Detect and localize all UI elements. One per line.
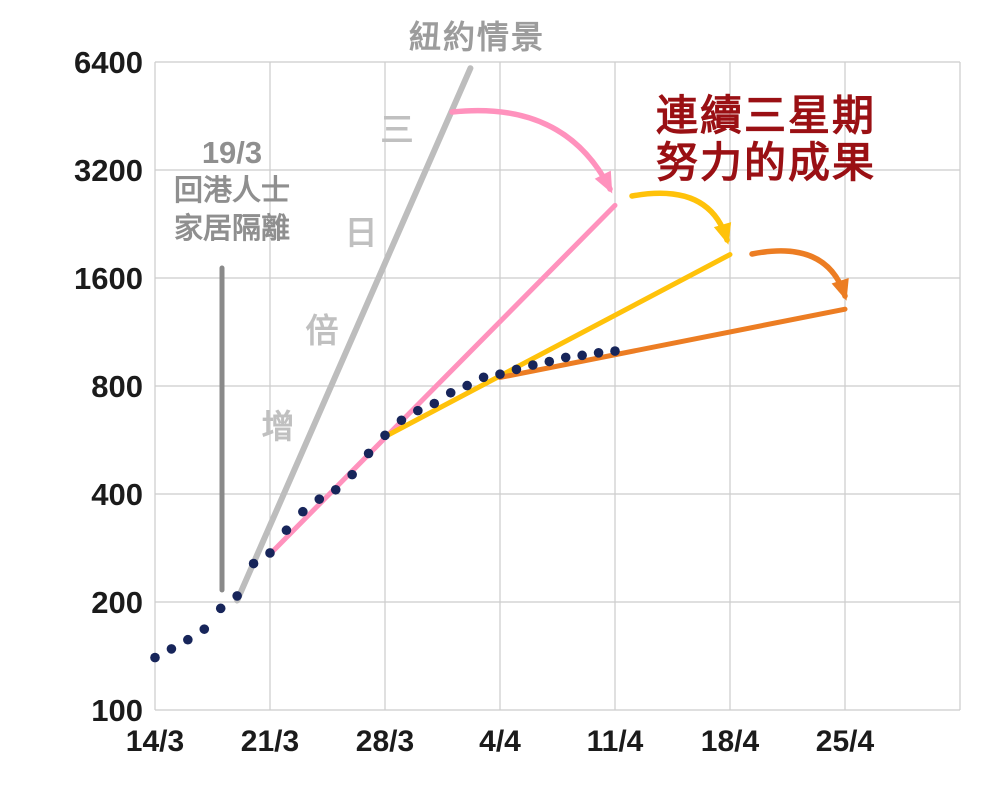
y-tick-label: 3200	[74, 153, 143, 188]
y-axis-labels: 100 200 400 800 1600 3200 6400	[74, 45, 143, 728]
ny-line-label-char: 日	[345, 214, 378, 251]
x-axis-labels: 14/3 21/3 28/3 4/4 11/4 18/4 25/4	[126, 725, 875, 758]
data-dot	[380, 430, 390, 441]
data-dot	[610, 346, 620, 356]
week2-arrow	[629, 190, 732, 245]
confirmed-cases-dots	[150, 346, 620, 663]
data-dot	[347, 469, 357, 480]
week3-arrow	[749, 248, 849, 301]
quarantine-text-line-2: 家居隔離	[173, 213, 291, 245]
data-dot	[363, 448, 374, 459]
result-line-1: 連續三星期	[656, 92, 877, 139]
x-tick-label: 25/4	[816, 725, 875, 758]
data-dot	[298, 506, 308, 517]
ny-line-label-char: 增	[262, 408, 295, 445]
y-tick-label: 1600	[74, 261, 143, 296]
result-annotation: 連續三星期 努力的成果	[656, 92, 876, 186]
x-tick-label: 4/4	[479, 725, 521, 758]
x-tick-label: 11/4	[587, 725, 644, 758]
ny-scenario-3-day-doubling-line	[234, 65, 474, 604]
data-dot	[495, 369, 505, 379]
grid	[154, 61, 961, 711]
data-dot	[445, 387, 456, 398]
week-1-trend-line	[267, 202, 618, 557]
x-tick-label: 28/3	[356, 725, 414, 758]
data-dot	[248, 558, 259, 569]
data-dot	[215, 603, 226, 614]
week-2-trend-line	[382, 252, 733, 440]
data-dot	[183, 634, 193, 645]
result-line-2: 努力的成果	[656, 139, 877, 186]
data-dot	[544, 356, 555, 367]
data-dot	[528, 360, 538, 370]
data-dot	[265, 548, 275, 558]
data-dot	[330, 484, 341, 495]
data-dot	[577, 350, 587, 361]
ny-line-label-char: 倍	[306, 312, 339, 349]
ny-line-label-char: 三	[381, 111, 414, 148]
x-tick-label: 21/3	[241, 725, 299, 758]
data-dot	[281, 525, 292, 536]
week-3-trend-line	[497, 306, 848, 380]
y-tick-label: 6400	[74, 45, 143, 80]
data-dot	[478, 372, 489, 383]
quarantine-annotation: 19/3 回港人士 家居隔離	[174, 134, 290, 248]
x-tick-label: 14/3	[126, 725, 184, 758]
data-dot	[199, 624, 210, 634]
chart-title: 紐約情景	[408, 19, 546, 55]
week1-arrow	[449, 107, 613, 194]
data-dot	[593, 347, 604, 358]
x-tick-label: 18/4	[701, 725, 760, 758]
data-dot	[232, 591, 242, 601]
data-dot	[462, 380, 472, 391]
data-dot	[560, 352, 571, 363]
quarantine-date: 19/3	[201, 135, 263, 170]
data-dot	[413, 405, 423, 416]
data-dot	[150, 652, 160, 663]
y-tick-label: 800	[91, 369, 143, 404]
y-tick-label: 400	[91, 477, 143, 512]
y-tick-label: 200	[91, 585, 143, 620]
quarantine-text-line-1: 回港人士	[173, 175, 291, 207]
data-dot	[396, 415, 407, 426]
data-dot	[166, 644, 177, 654]
data-dot	[511, 364, 522, 375]
y-tick-label: 100	[91, 693, 143, 728]
data-dot	[429, 398, 440, 409]
data-dot	[314, 494, 325, 504]
